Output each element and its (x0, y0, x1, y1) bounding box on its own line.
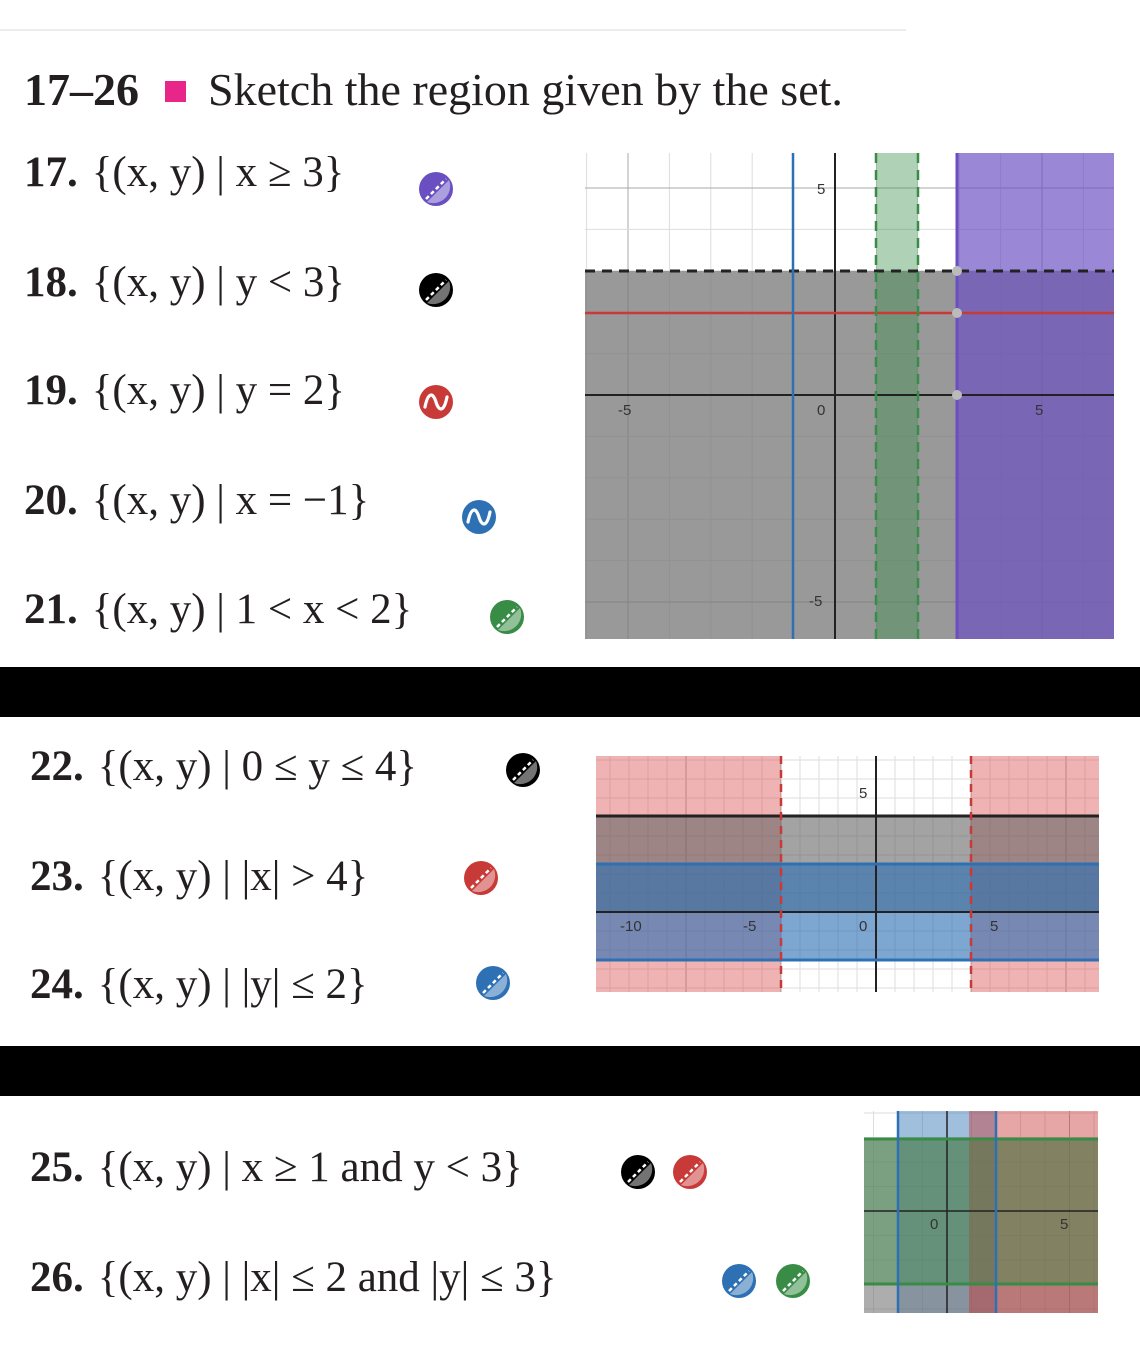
tick-label: 0 (817, 402, 825, 419)
problem-21: 21. {(x, y) | 1 < x < 2} (24, 585, 412, 635)
problem-number: 25. (30, 1144, 84, 1191)
graph-17-21: -5 0 5 5 -5 (585, 153, 1114, 639)
problem-number: 26. (30, 1254, 84, 1301)
problem-26: 26. {(x, y) | |x| ≤ 2 and |y| ≤ 3} (30, 1253, 557, 1303)
tick-label: -5 (809, 593, 822, 610)
problem-set: {(x, y) | 0 ≤ y ≤ 4} (97, 743, 417, 790)
pink-square-bullet (165, 81, 186, 102)
problem-set: {(x, y) | y < 3} (91, 259, 346, 306)
separator-band (0, 1046, 1140, 1096)
tick-label: 5 (990, 918, 998, 935)
intersection-point[interactable] (952, 308, 962, 318)
black-inequality-icon[interactable] (505, 752, 541, 788)
problem-set: {(x, y) | |x| > 4} (97, 853, 369, 900)
problem-number: 23. (30, 853, 84, 900)
intersection-point[interactable] (952, 390, 962, 400)
red-line-icon[interactable] (418, 384, 454, 420)
problem-number: 24. (30, 961, 84, 1008)
tick-label: 0 (859, 918, 867, 935)
blue-inequality-icon[interactable] (721, 1263, 757, 1299)
problem-number: 20. (24, 477, 78, 524)
exercise-range: 17–26 (24, 64, 139, 115)
problem-24: 24. {(x, y) | |y| ≤ 2} (30, 960, 368, 1010)
tick-label: 0 (930, 1216, 938, 1233)
problem-number: 22. (30, 743, 84, 790)
green-inequality-icon[interactable] (775, 1263, 811, 1299)
problem-set: {(x, y) | x = −1} (91, 477, 370, 524)
problem-20: 20. {(x, y) | x = −1} (24, 476, 369, 526)
tick-label: -10 (620, 918, 642, 935)
problem-17: 17. {(x, y) | x ≥ 3} (24, 148, 344, 198)
exercise-instruction: Sketch the region given by the set. (208, 64, 843, 115)
tick-label: 5 (1060, 1216, 1068, 1233)
problem-number: 17. (24, 149, 78, 196)
problem-22: 22. {(x, y) | 0 ≤ y ≤ 4} (30, 742, 417, 792)
tick-label: 5 (859, 785, 867, 802)
problem-set: {(x, y) | x ≥ 1 and y < 3} (97, 1144, 523, 1191)
blue-line-icon[interactable] (461, 499, 497, 535)
problem-set: {(x, y) | y = 2} (91, 367, 346, 414)
tick-label: -5 (618, 402, 631, 419)
exercise-heading: 17–26 Sketch the region given by the set. (24, 62, 843, 118)
black-inequality-icon[interactable] (620, 1154, 656, 1190)
red-inequality-icon[interactable] (463, 860, 499, 896)
problem-25: 25. {(x, y) | x ≥ 1 and y < 3} (30, 1143, 523, 1193)
tick-label: 5 (1035, 402, 1043, 419)
problem-set: {(x, y) | x ≥ 3} (91, 149, 345, 196)
tick-label: -5 (743, 918, 756, 935)
problem-set: {(x, y) | 1 < x < 2} (91, 586, 413, 633)
black-inequality-icon[interactable] (418, 272, 454, 308)
top-divider (0, 29, 906, 31)
problem-23: 23. {(x, y) | |x| > 4} (30, 852, 368, 902)
graph-22-24: -10 -5 0 5 5 (596, 756, 1099, 992)
problem-18: 18. {(x, y) | y < 3} (24, 258, 345, 308)
problem-set: {(x, y) | |x| ≤ 2 and |y| ≤ 3} (97, 1254, 557, 1301)
purple-inequality-icon[interactable] (418, 171, 454, 207)
intersection-point[interactable] (952, 266, 962, 276)
graph-25-26: 0 5 (864, 1111, 1098, 1313)
problem-number: 18. (24, 259, 78, 306)
problem-number: 21. (24, 586, 78, 633)
red-inequality-icon[interactable] (672, 1154, 708, 1190)
problem-number: 19. (24, 367, 78, 414)
region-x-ge-1 (969, 1111, 1098, 1313)
green-inequality-icon[interactable] (489, 599, 525, 635)
tick-label: 5 (817, 181, 825, 198)
problem-set: {(x, y) | |y| ≤ 2} (97, 961, 368, 1008)
blue-inequality-icon[interactable] (475, 965, 511, 1001)
problem-19: 19. {(x, y) | y = 2} (24, 366, 345, 416)
separator-band (0, 667, 1140, 717)
